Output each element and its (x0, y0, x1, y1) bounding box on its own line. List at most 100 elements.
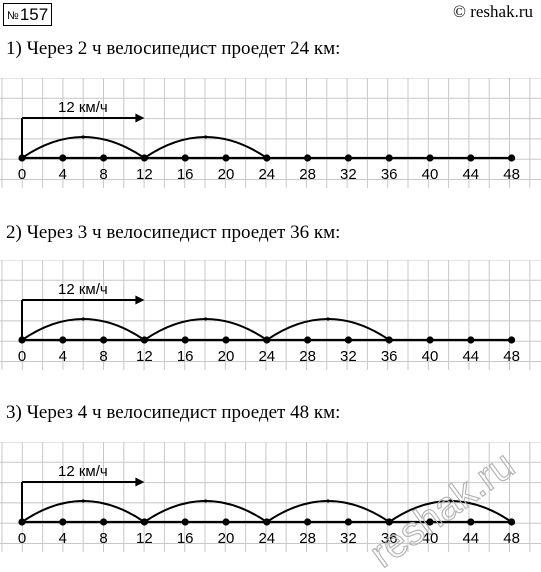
tick-label: 20 (218, 166, 235, 183)
arc-top-point (204, 499, 208, 503)
speed-arrow-head (135, 113, 145, 123)
tick-label: 40 (422, 348, 439, 365)
tick-label: 12 (136, 348, 153, 365)
tick-label: 0 (18, 166, 26, 183)
tick-point (426, 518, 434, 526)
tick-label: 16 (177, 166, 194, 183)
tick-label: 12 (136, 530, 153, 547)
tick-label: 28 (299, 166, 316, 183)
tick-label: 16 (177, 348, 194, 365)
tick-label: 0 (18, 530, 26, 547)
tick-point (18, 336, 26, 344)
tick-point (263, 518, 271, 526)
tick-point (263, 154, 271, 162)
tick-label: 16 (177, 530, 194, 547)
tick-label: 24 (258, 530, 275, 547)
tick-point (344, 154, 352, 162)
tick-point (181, 518, 189, 526)
problem-3-heading: 3) Через 4 ч велосипедист проедет 48 км: (6, 402, 341, 423)
tick-label: 40 (422, 530, 439, 547)
arc-top-point (448, 499, 452, 503)
tick-point (304, 518, 312, 526)
arc-top-point (81, 499, 85, 503)
tick-point (508, 336, 516, 344)
tick-point (100, 518, 108, 526)
tick-label: 12 (136, 166, 153, 183)
tick-point (508, 518, 516, 526)
tick-point (467, 336, 475, 344)
tick-label: 32 (340, 348, 357, 365)
tick-label: 4 (59, 348, 67, 365)
tick-label: 36 (381, 166, 398, 183)
tick-point (100, 336, 108, 344)
hour-arc (143, 500, 268, 523)
tick-point (467, 518, 475, 526)
problem-2-heading: 2) Через 3 ч велосипедист проедет 36 км: (6, 222, 341, 243)
tick-point (100, 154, 108, 162)
tick-label: 36 (381, 348, 398, 365)
problem-number: 157 (19, 5, 49, 24)
tick-label: 24 (258, 348, 275, 365)
tick-point (18, 154, 26, 162)
tick-point (508, 154, 516, 162)
tick-point (18, 518, 26, 526)
tick-label: 44 (462, 166, 479, 183)
tick-label: 24 (258, 166, 275, 183)
tick-label: 8 (99, 348, 107, 365)
tick-point (263, 336, 271, 344)
tick-label: 4 (59, 530, 67, 547)
tick-label: 48 (503, 166, 520, 183)
tick-label: 48 (503, 530, 520, 547)
tick-point (385, 518, 393, 526)
speed-arrow-head (135, 295, 145, 305)
number-sign: № (7, 10, 19, 22)
speed-label: 12 км/ч (58, 463, 108, 480)
tick-point (344, 336, 352, 344)
tick-point (140, 154, 148, 162)
tick-label: 0 (18, 348, 26, 365)
tick-label: 48 (503, 348, 520, 365)
tick-point (140, 518, 148, 526)
tick-point (426, 154, 434, 162)
hour-arc (266, 318, 390, 341)
arc-top-point (204, 135, 208, 139)
hour-arc (266, 500, 390, 523)
tick-label: 32 (340, 530, 357, 547)
speed-label: 12 км/ч (58, 281, 108, 298)
tick-point (426, 336, 434, 344)
hour-arc (143, 318, 268, 341)
arc-top-point (326, 499, 330, 503)
tick-point (385, 336, 393, 344)
tick-label: 40 (422, 166, 439, 183)
tick-point (59, 336, 67, 344)
tick-label: 8 (99, 166, 107, 183)
tick-point (181, 336, 189, 344)
tick-point (467, 154, 475, 162)
arc-top-point (326, 317, 330, 321)
tick-label: 4 (59, 166, 67, 183)
arc-top-point (81, 135, 85, 139)
tick-point (344, 518, 352, 526)
problem-1-heading: 1) Через 2 ч велосипедист проедет 24 км: (6, 38, 341, 59)
speed-label: 12 км/ч (58, 99, 108, 116)
tick-point (385, 154, 393, 162)
tick-label: 32 (340, 166, 357, 183)
tick-label: 28 (299, 530, 316, 547)
tick-point (181, 154, 189, 162)
tick-point (140, 336, 148, 344)
tick-label: 44 (462, 530, 479, 547)
tick-label: 44 (462, 348, 479, 365)
speed-arrow-head (135, 477, 145, 487)
site-credit: © reshak.ru (453, 2, 533, 21)
tick-point (222, 154, 230, 162)
number-line-3: 12 км/ч0 4 8 12 16 20 24 28 32 36 40 44 48 (0, 442, 541, 552)
grid (0, 78, 541, 188)
tick-label: 28 (299, 348, 316, 365)
tick-point (59, 154, 67, 162)
grid (0, 442, 541, 552)
arc-top-point (204, 317, 208, 321)
tick-point (222, 518, 230, 526)
tick-label: 8 (99, 530, 107, 547)
tick-point (304, 154, 312, 162)
tick-label: 20 (218, 530, 235, 547)
